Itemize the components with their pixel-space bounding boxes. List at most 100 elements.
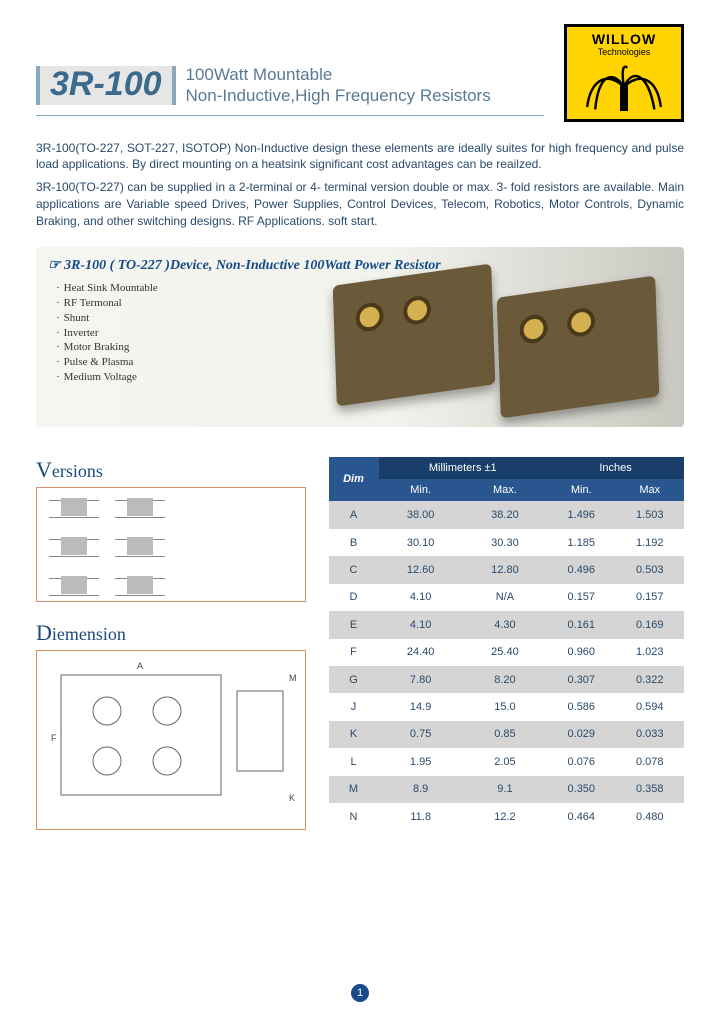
table-row: F24.4025.400.9601.023 <box>329 639 685 666</box>
table-cell: 0.85 <box>463 721 547 748</box>
table-cell: M <box>329 776 379 803</box>
table-cell: 15.0 <box>463 693 547 720</box>
table-cell: 0.480 <box>616 803 684 831</box>
table-cell: D <box>329 584 379 611</box>
table-cell: 4.10 <box>379 611 463 638</box>
table-cell: 30.30 <box>463 529 547 556</box>
table-row: N11.812.20.4640.480 <box>329 803 685 831</box>
table-cell: 0.464 <box>547 803 615 831</box>
versions-diagram <box>36 487 306 602</box>
table-cell: 0.157 <box>616 584 684 611</box>
schematic-icon <box>49 578 99 596</box>
table-cell: B <box>329 529 379 556</box>
dimension-table: Dim Millimeters ±1 Inches Min. Max. Min.… <box>329 457 685 830</box>
table-cell: 0.033 <box>616 721 684 748</box>
page-subtitle: 100Watt Mountable Non-Inductive,High Fre… <box>186 64 491 107</box>
table-row: B30.1030.301.1851.192 <box>329 529 685 556</box>
brand-sub: Technologies <box>567 47 681 57</box>
table-cell: 1.185 <box>547 529 615 556</box>
table-cell: 1.496 <box>547 501 615 528</box>
th-dim: Dim <box>329 457 379 501</box>
subtitle-line2: Non-Inductive,High Frequency Resistors <box>186 85 491 106</box>
table-cell: F <box>329 639 379 666</box>
table-cell: N <box>329 803 379 831</box>
table-cell: E <box>329 611 379 638</box>
willow-tree-icon <box>584 63 664 111</box>
table-cell: J <box>329 693 379 720</box>
table-cell: 0.594 <box>616 693 684 720</box>
table-cell: 0.161 <box>547 611 615 638</box>
table-cell: 0.960 <box>547 639 615 666</box>
table-cell: G <box>329 666 379 693</box>
table-row: C12.6012.800.4960.503 <box>329 556 685 583</box>
table-cell: 24.40 <box>379 639 463 666</box>
table-cell: 0.076 <box>547 748 615 775</box>
table-cell: 1.95 <box>379 748 463 775</box>
table-cell: 0.586 <box>547 693 615 720</box>
th-mm: Millimeters ±1 <box>379 457 548 479</box>
table-row: L1.952.050.0760.078 <box>329 748 685 775</box>
brand-logo: WILLOW Technologies <box>564 24 684 122</box>
table-cell: 38.20 <box>463 501 547 528</box>
table-cell: 0.169 <box>616 611 684 638</box>
versions-heading: Versions <box>36 457 313 483</box>
brand-name: WILLOW <box>567 31 681 47</box>
hero-title: ☞ 3R-100 ( TO-227 )Device, Non-Inductive… <box>48 257 672 275</box>
product-photo-1 <box>333 264 496 407</box>
th-max: Max. <box>463 479 547 501</box>
table-cell: 1.192 <box>616 529 684 556</box>
intro-text: 3R-100(TO-227, SOT-227, ISOTOP) Non-Indu… <box>36 140 684 230</box>
schematic-icon <box>49 539 99 557</box>
intro-p1: 3R-100(TO-227, SOT-227, ISOTOP) Non-Indu… <box>36 140 684 174</box>
table-cell: N/A <box>463 584 547 611</box>
dimension-heading: Diemension <box>36 620 313 646</box>
table-cell: 12.2 <box>463 803 547 831</box>
svg-text:F: F <box>51 733 57 743</box>
table-cell: 0.496 <box>547 556 615 583</box>
dimension-svg: A F M K <box>37 651 305 829</box>
dimension-drawing: A F M K <box>36 650 306 830</box>
table-cell: C <box>329 556 379 583</box>
th-min: Min. <box>379 479 463 501</box>
table-cell: 4.30 <box>463 611 547 638</box>
table-cell: 0.029 <box>547 721 615 748</box>
schematic-icon <box>115 500 165 518</box>
svg-text:K: K <box>289 793 295 803</box>
table-cell: 1.503 <box>616 501 684 528</box>
th-in: Inches <box>547 457 684 479</box>
schematic-icon <box>115 578 165 596</box>
table-cell: 9.1 <box>463 776 547 803</box>
table-cell: 8.9 <box>379 776 463 803</box>
table-cell: 0.503 <box>616 556 684 583</box>
table-cell: 4.10 <box>379 584 463 611</box>
table-cell: 0.350 <box>547 776 615 803</box>
page-number: 1 <box>351 984 369 1002</box>
svg-text:M: M <box>289 673 297 683</box>
table-cell: 0.157 <box>547 584 615 611</box>
table-cell: 2.05 <box>463 748 547 775</box>
table-row: G7.808.200.3070.322 <box>329 666 685 693</box>
table-cell: 30.10 <box>379 529 463 556</box>
schematic-icon <box>115 539 165 557</box>
table-cell: 0.322 <box>616 666 684 693</box>
table-cell: 0.078 <box>616 748 684 775</box>
table-cell: L <box>329 748 379 775</box>
table-cell: 0.75 <box>379 721 463 748</box>
product-photo-2 <box>497 276 660 419</box>
schematic-icon <box>49 500 99 518</box>
table-row: E4.104.300.1610.169 <box>329 611 685 638</box>
table-row: D4.10N/A0.1570.157 <box>329 584 685 611</box>
intro-p2: 3R-100(TO-227) can be supplied in a 2-te… <box>36 179 684 229</box>
table-cell: A <box>329 501 379 528</box>
table-cell: 25.40 <box>463 639 547 666</box>
title-divider <box>36 115 544 116</box>
table-cell: 1.023 <box>616 639 684 666</box>
table-cell: 0.307 <box>547 666 615 693</box>
table-row: K0.750.850.0290.033 <box>329 721 685 748</box>
table-row: A38.0038.201.4961.503 <box>329 501 685 528</box>
table-cell: 8.20 <box>463 666 547 693</box>
table-cell: K <box>329 721 379 748</box>
table-cell: 14.9 <box>379 693 463 720</box>
table-cell: 12.60 <box>379 556 463 583</box>
table-row: M8.99.10.3500.358 <box>329 776 685 803</box>
